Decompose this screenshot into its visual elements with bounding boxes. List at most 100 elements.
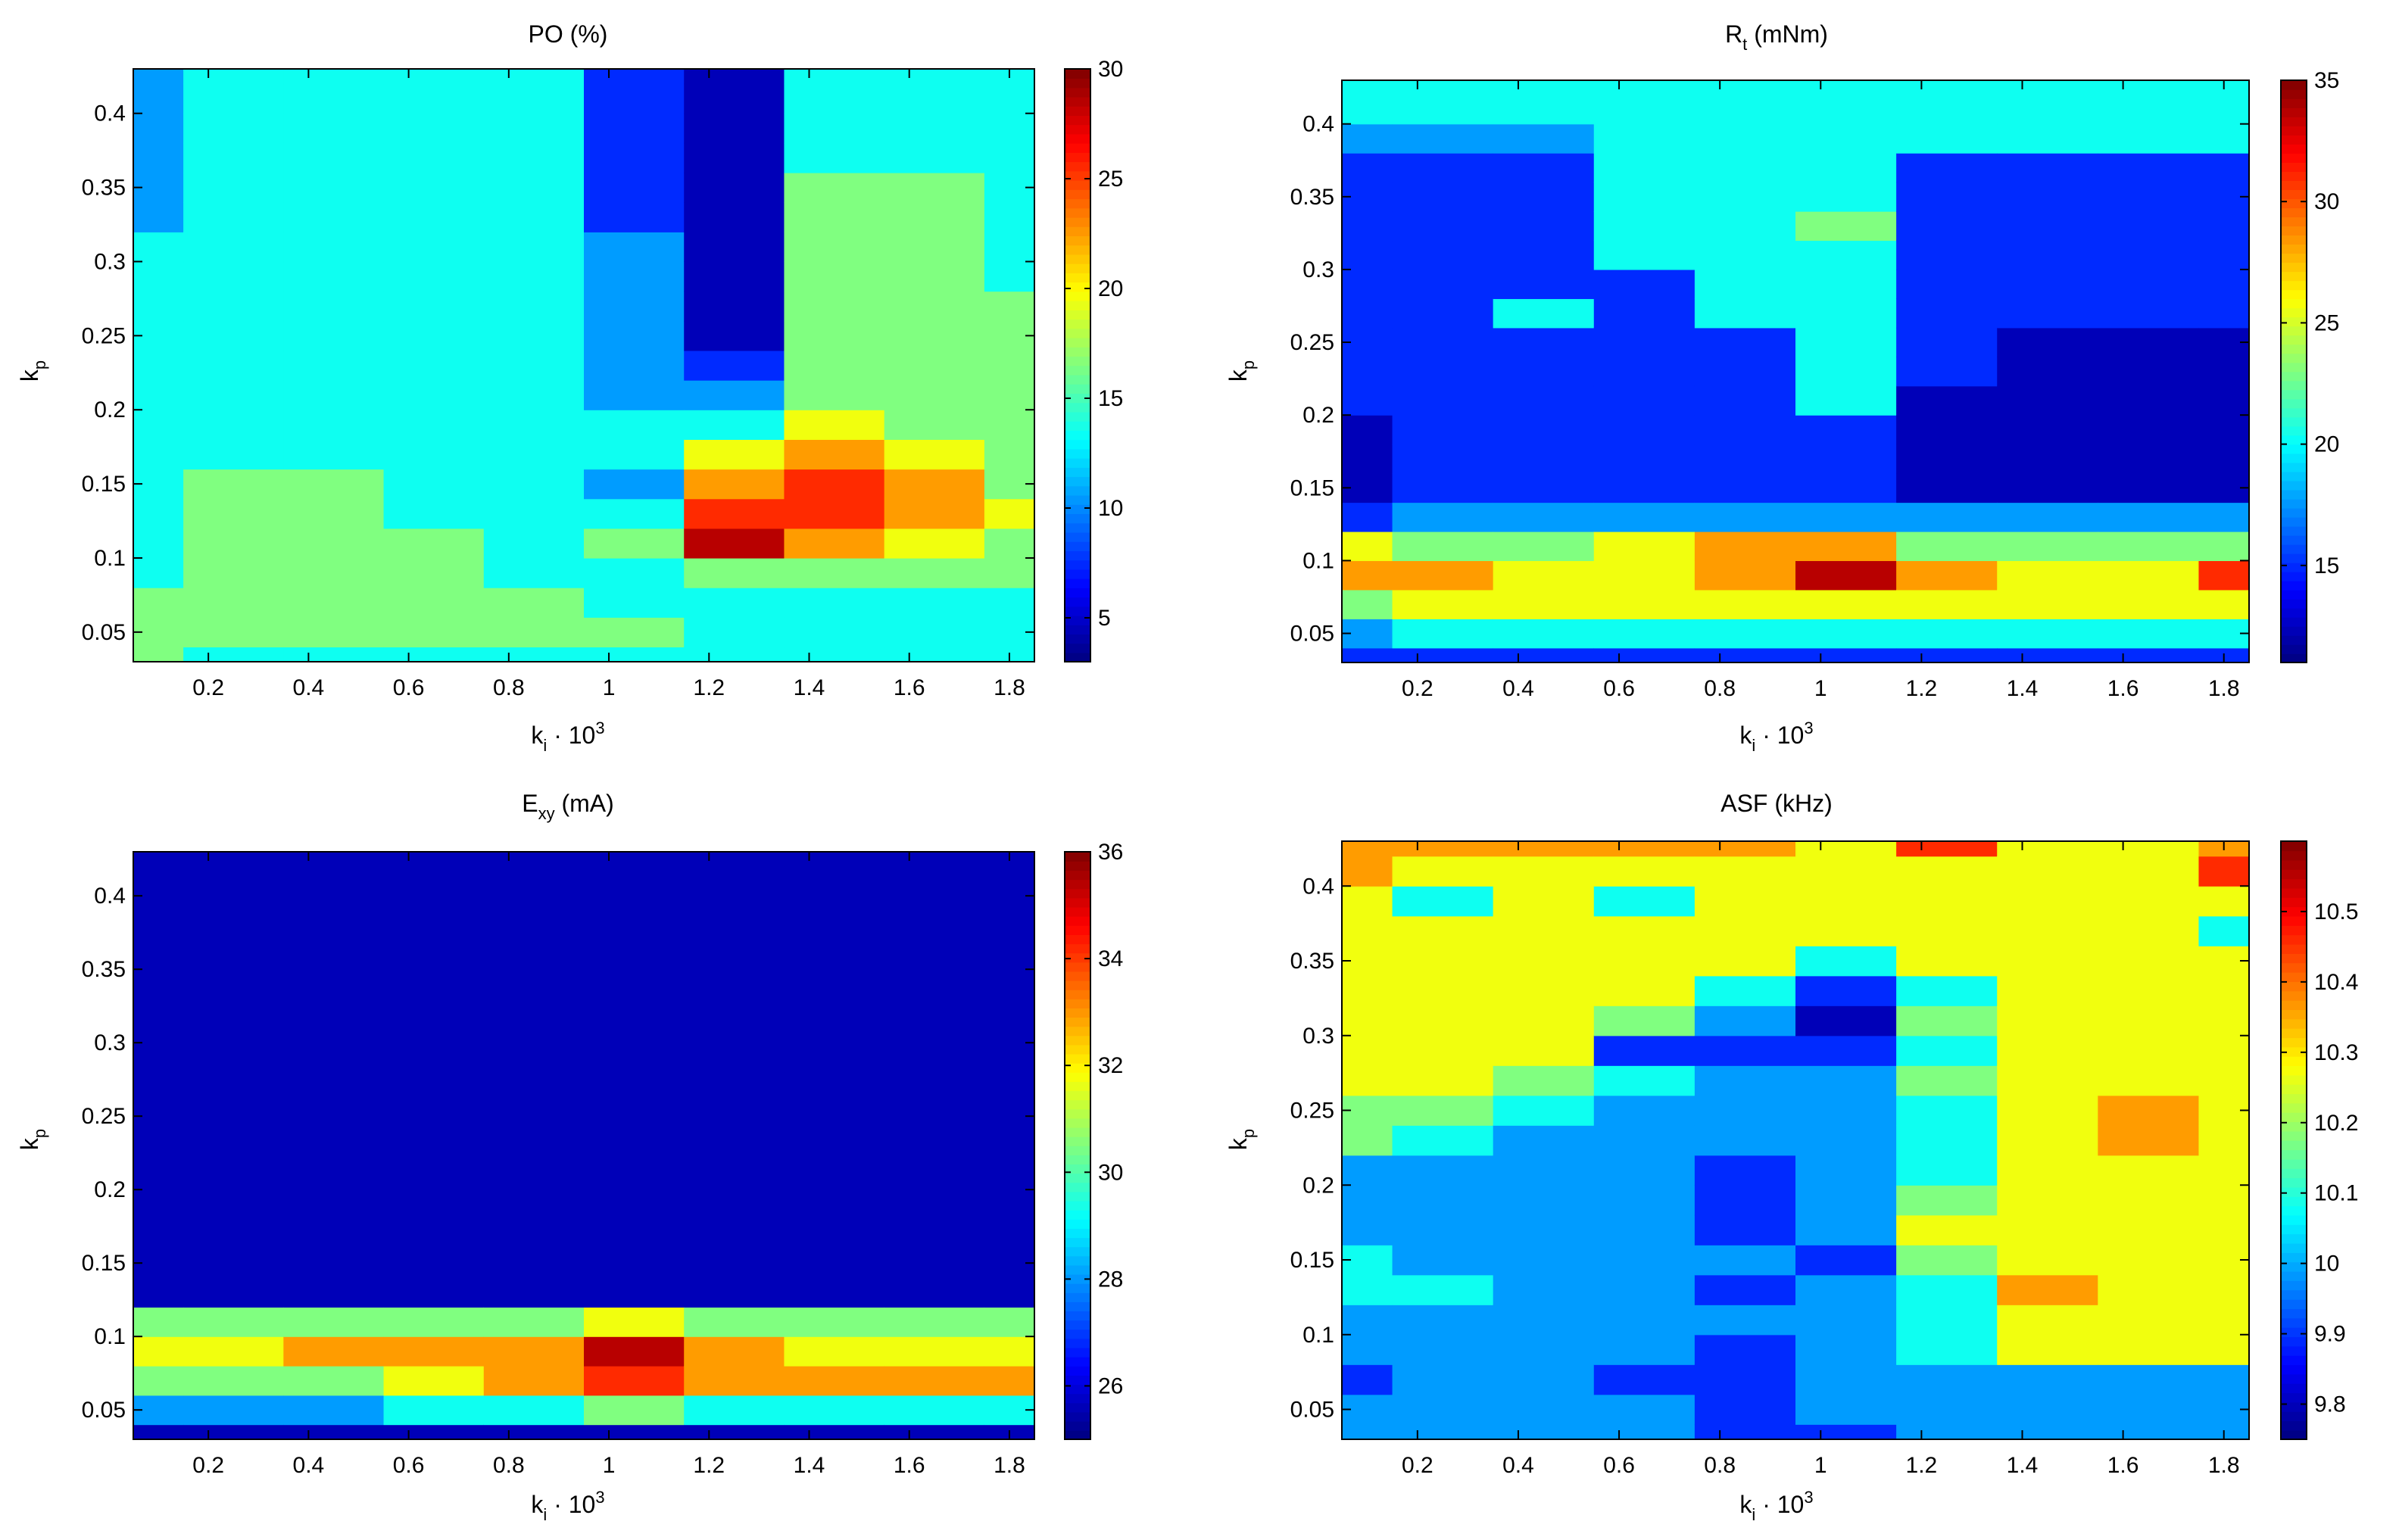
contour-cell <box>1896 1125 1998 1156</box>
contour-cell <box>2098 946 2200 977</box>
colorbar-tick-label: 10.5 <box>2314 899 2358 924</box>
contour-cell <box>1342 385 1393 416</box>
contour-cell <box>483 528 585 559</box>
contour-cell <box>2198 211 2249 242</box>
contour-cell <box>1997 1394 2098 1425</box>
colorbar-strip <box>1065 273 1090 283</box>
colorbar-strip <box>2281 1065 2307 1076</box>
colorbar-strip <box>1065 1366 1090 1376</box>
colorbar-strip <box>2281 253 2307 263</box>
colorbar-strip <box>2281 1037 2307 1048</box>
contour-cell <box>1392 1095 1494 1126</box>
colorbar-strip <box>1065 1219 1090 1229</box>
y-axis-label: kp <box>1224 1129 1258 1150</box>
contour-cell <box>584 380 685 410</box>
colorbar-strip <box>2281 307 2307 318</box>
colorbar-strip <box>1065 522 1090 533</box>
contour-cell <box>133 142 184 173</box>
contour-cell <box>884 469 985 500</box>
colorbar-strip <box>2281 1317 2307 1328</box>
colorbar-strip <box>1065 1411 1090 1422</box>
colorbar-tick-label: 25 <box>2314 310 2339 335</box>
contour-cell <box>1493 182 1595 212</box>
contour-cell <box>383 588 485 618</box>
colorbar-tick-label: 20 <box>2314 432 2339 457</box>
y-tick-label: 0.05 <box>82 620 126 645</box>
contour-cell <box>133 498 184 529</box>
contour-cell <box>283 984 385 1014</box>
colorbar-strip <box>1065 402 1090 413</box>
contour-cell <box>584 1277 685 1308</box>
contour-cell <box>283 617 385 648</box>
colorbar-strip <box>1065 226 1090 237</box>
colorbar-strip <box>1065 430 1090 441</box>
contour-cell <box>784 232 885 263</box>
contour-cell <box>283 1160 385 1190</box>
y-tick-label: 0.2 <box>1302 403 1334 428</box>
colorbar-strip <box>1065 328 1090 338</box>
colorbar-strip <box>1065 133 1090 144</box>
contour-cell <box>1694 1334 1796 1365</box>
contour-cell <box>183 261 284 292</box>
contour-cell <box>784 1130 885 1161</box>
colorbar-strip <box>2281 435 2307 445</box>
colorbar-strip <box>2281 344 2307 354</box>
contour-cell <box>1493 1065 1595 1096</box>
contour-cell <box>1392 1185 1494 1216</box>
contour-cell <box>483 1101 585 1132</box>
contour-cell <box>1493 357 1595 387</box>
colorbar-strip <box>2281 1027 2307 1039</box>
contour-cell <box>1997 95 2098 125</box>
contour-cell <box>483 173 585 203</box>
colorbar-strip <box>1065 1008 1090 1018</box>
contour-cell <box>784 588 885 618</box>
contour-cell <box>383 498 485 529</box>
contour-cell <box>784 173 885 203</box>
contour-cell <box>1593 589 1696 619</box>
contour-cell <box>133 380 184 410</box>
contour-cell <box>984 1336 1034 1367</box>
contour-cell <box>884 1101 985 1132</box>
contour-cell <box>1493 886 1595 917</box>
contour-cell <box>584 528 685 559</box>
contour-cell <box>383 350 485 381</box>
contour-cell <box>1593 123 1696 154</box>
contour-cell <box>1593 269 1696 299</box>
contour-cell <box>684 142 785 173</box>
y-tick-label: 0.3 <box>1302 257 1334 282</box>
contour-cell <box>2098 327 2200 357</box>
y-tick-label: 0.4 <box>1302 874 1334 899</box>
contour-cell <box>1896 560 1998 591</box>
colorbar-strip <box>2281 380 2307 391</box>
contour-cell <box>383 1130 485 1161</box>
contour-cell <box>2098 473 2200 503</box>
contour-cell <box>183 350 284 381</box>
contour-cell <box>584 1160 685 1190</box>
contour-cell <box>1493 1334 1595 1365</box>
contour-cell <box>1694 415 1796 445</box>
contour-cell <box>884 498 985 529</box>
colorbar-strip <box>1065 467 1090 478</box>
contour-cell <box>1694 473 1796 503</box>
colorbar-strip <box>1065 1209 1090 1220</box>
contour-cell <box>684 1219 785 1249</box>
colorbar-strip <box>1065 217 1090 227</box>
contour-cell <box>1795 502 1897 532</box>
contour-cell <box>483 588 585 618</box>
colorbar-strip <box>2281 878 2307 889</box>
x-tick-label: 1.8 <box>2208 676 2240 701</box>
colorbar-strip <box>1065 393 1090 404</box>
colorbar-strip <box>2281 544 2307 554</box>
contour-cell <box>133 1219 184 1249</box>
contour-cell <box>1997 153 2098 183</box>
contour-cell <box>1342 502 1393 532</box>
contour-cell <box>1493 856 1595 887</box>
colorbar-strip <box>1065 943 1090 954</box>
contour-cell <box>283 232 385 263</box>
x-tick-label: 0.6 <box>393 675 425 700</box>
colorbar-strip <box>2281 525 2307 536</box>
colorbar-strip <box>2281 1196 2307 1207</box>
colorbar-tick-label: 9.9 <box>2314 1322 2346 1347</box>
y-tick-label: 0.1 <box>94 546 126 571</box>
